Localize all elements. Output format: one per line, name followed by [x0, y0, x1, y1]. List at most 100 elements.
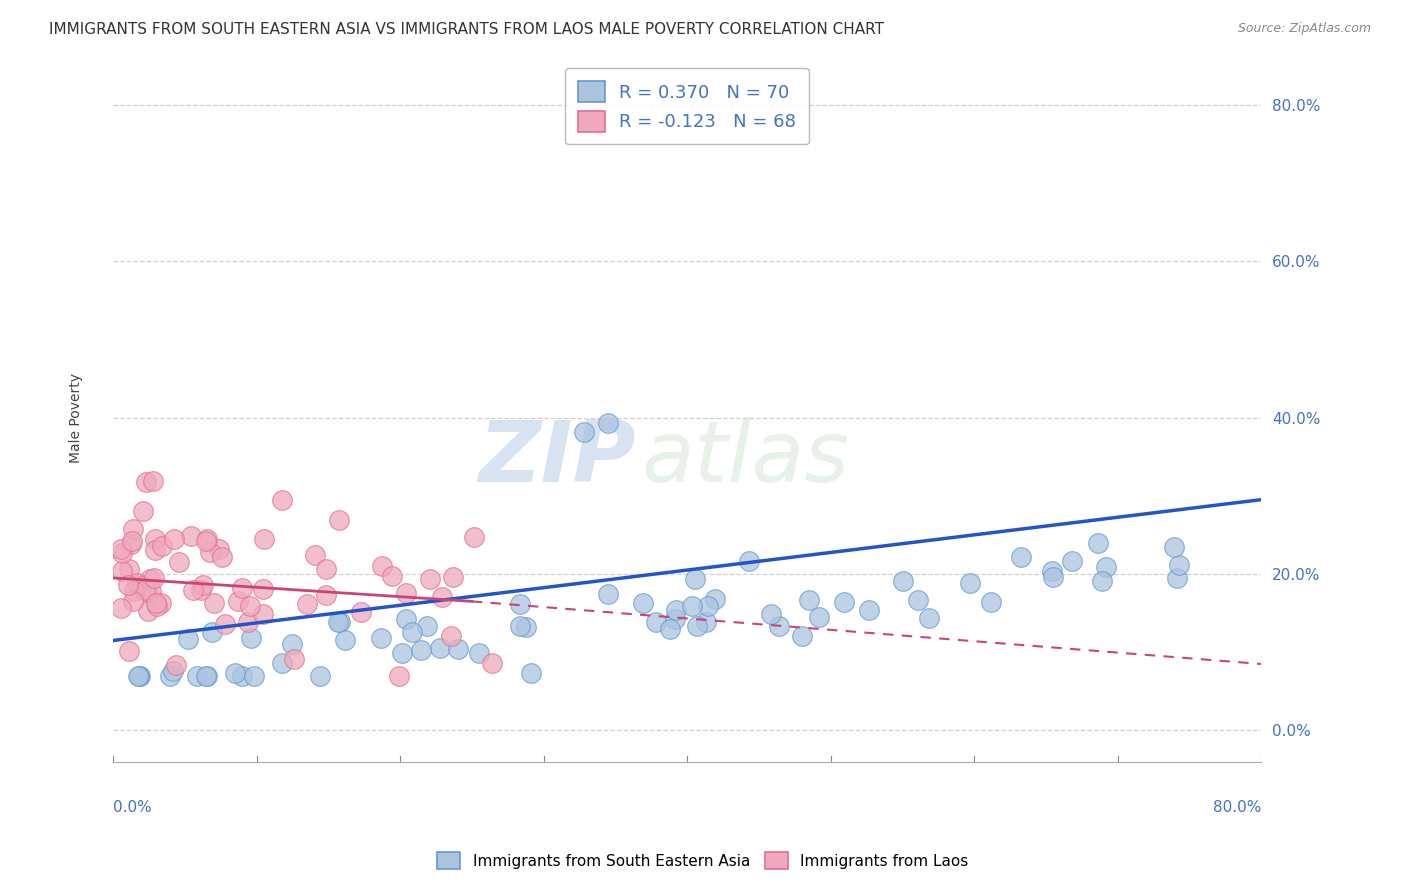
Point — [181, 582, 204, 597]
Point — [315, 562, 337, 576]
Point — [416, 619, 439, 633]
Point — [329, 615, 352, 629]
Point — [253, 532, 276, 546]
Point — [509, 597, 531, 611]
Point — [139, 572, 162, 586]
Point — [328, 615, 350, 629]
Point — [139, 584, 162, 599]
Point — [481, 656, 503, 670]
Point — [308, 669, 330, 683]
Point — [401, 625, 423, 640]
Point — [195, 533, 218, 548]
Point — [280, 637, 302, 651]
Point — [239, 632, 262, 646]
Point — [231, 669, 253, 683]
Point — [195, 532, 218, 546]
Point — [136, 585, 159, 599]
Point — [122, 522, 145, 536]
Text: Male Poverty: Male Poverty — [69, 373, 83, 463]
Point — [959, 576, 981, 591]
Point — [447, 641, 470, 656]
Point — [128, 669, 150, 683]
Point — [1166, 571, 1188, 585]
Point — [121, 534, 143, 549]
Point — [1091, 574, 1114, 589]
Point — [695, 615, 717, 630]
Point — [808, 610, 831, 624]
Point — [239, 599, 262, 613]
Point — [350, 605, 373, 619]
Point — [131, 578, 153, 592]
Point — [333, 633, 356, 648]
Point — [419, 572, 441, 586]
Point — [127, 669, 149, 683]
Point — [430, 590, 453, 604]
Point — [150, 539, 173, 553]
Point — [125, 576, 148, 591]
Point — [832, 594, 855, 608]
Point — [226, 594, 249, 608]
Point — [395, 612, 418, 626]
Point — [132, 504, 155, 518]
Point — [858, 603, 880, 617]
Point — [201, 624, 224, 639]
Point — [572, 425, 595, 439]
Point — [381, 569, 404, 583]
Point — [165, 657, 187, 672]
Point — [146, 599, 169, 614]
Point — [371, 558, 394, 573]
Point — [117, 577, 139, 591]
Point — [163, 532, 186, 546]
Point — [204, 596, 226, 610]
Point — [703, 592, 725, 607]
Point — [664, 612, 686, 626]
Text: atlas: atlas — [641, 417, 849, 500]
Point — [224, 665, 246, 680]
Point — [162, 664, 184, 678]
Point — [304, 548, 326, 562]
Point — [214, 616, 236, 631]
Point — [231, 582, 253, 596]
Point — [243, 669, 266, 683]
Point — [598, 416, 620, 430]
Point — [391, 646, 413, 660]
Point — [271, 492, 294, 507]
Text: IMMIGRANTS FROM SOUTH EASTERN ASIA VS IMMIGRANTS FROM LAOS MALE POVERTY CORRELAT: IMMIGRANTS FROM SOUTH EASTERN ASIA VS IM… — [49, 22, 884, 37]
Legend: R = 0.370   N = 70, R = -0.123   N = 68: R = 0.370 N = 70, R = -0.123 N = 68 — [565, 69, 808, 145]
Point — [295, 597, 318, 611]
Point — [149, 596, 172, 610]
Point — [128, 669, 150, 683]
Point — [110, 564, 132, 578]
Point — [388, 669, 411, 683]
Point — [463, 530, 485, 544]
Point — [211, 550, 233, 565]
Point — [799, 593, 821, 607]
Point — [1095, 560, 1118, 574]
Point — [685, 619, 707, 633]
Point — [394, 586, 416, 600]
Point — [122, 584, 145, 599]
Point — [519, 666, 541, 681]
Point — [252, 582, 274, 596]
Point — [918, 610, 941, 624]
Point — [1163, 540, 1185, 554]
Point — [121, 594, 143, 608]
Point — [136, 604, 159, 618]
Point — [665, 603, 688, 617]
Point — [681, 599, 703, 613]
Point — [143, 532, 166, 546]
Point — [135, 475, 157, 490]
Point — [142, 474, 165, 488]
Point — [111, 546, 134, 560]
Point — [515, 620, 537, 634]
Point — [768, 619, 790, 633]
Point — [409, 643, 432, 657]
Point — [907, 593, 929, 607]
Point — [1062, 554, 1084, 568]
Point — [1168, 558, 1191, 572]
Point — [468, 646, 491, 660]
Point — [891, 574, 914, 588]
Point — [980, 595, 1002, 609]
Point — [441, 570, 464, 584]
Point — [110, 541, 132, 556]
